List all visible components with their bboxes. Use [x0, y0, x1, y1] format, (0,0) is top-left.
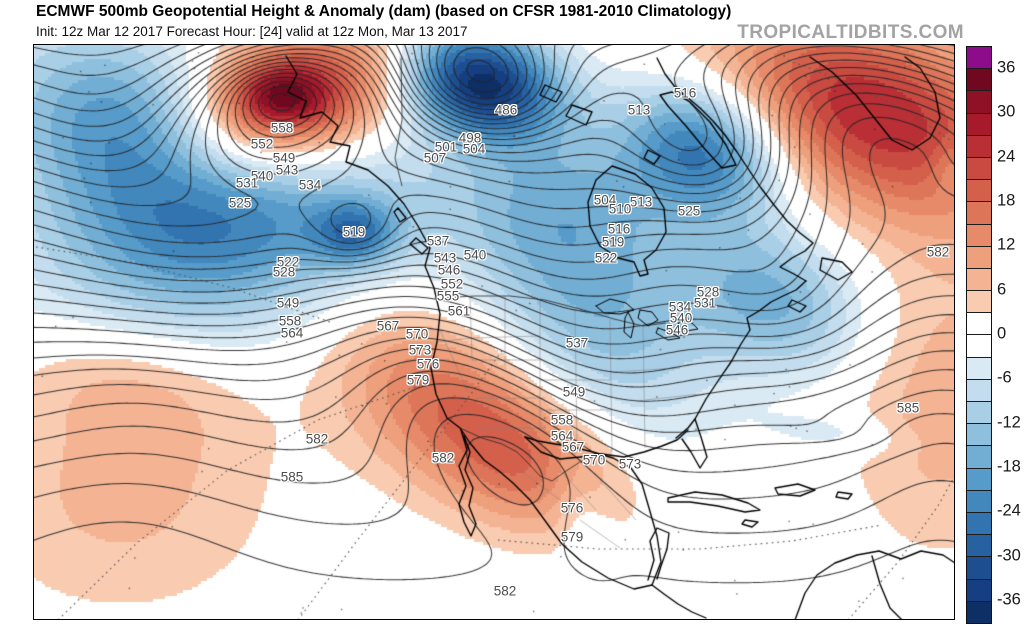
- colorbar-segment: [967, 312, 991, 335]
- tropicaltidbits-watermark: TROPICALTIDBITS.COM: [737, 22, 964, 43]
- colorbar-segment: [967, 201, 991, 224]
- colorbar-tick: -12: [997, 413, 1021, 432]
- colorbar-segment: [967, 534, 991, 557]
- colorbar-segment: [967, 267, 991, 291]
- colorbar-segment: [967, 356, 991, 379]
- colorbar-segment: [967, 134, 991, 157]
- colorbar-tick: 30: [997, 102, 1016, 121]
- colorbar-segment: [967, 68, 991, 91]
- colorbar-segment: [967, 378, 991, 401]
- colorbar-tick: 6: [997, 280, 1007, 299]
- colorbar-segment: [967, 223, 991, 246]
- colorbar-segment: [967, 423, 991, 446]
- colorbar-segment: [967, 600, 991, 623]
- colorbar-tick: -30: [997, 546, 1021, 565]
- colorbar-segment: [967, 489, 991, 512]
- colorbar-tick: 0: [997, 324, 1007, 343]
- colorbar-tick: 36: [997, 58, 1016, 77]
- colorbar-segment: [967, 112, 991, 135]
- anomaly-colorbar: [966, 46, 992, 624]
- colorbar-segment: [967, 290, 991, 313]
- colorbar-segment: [967, 334, 991, 357]
- colorbar-segment: [967, 467, 991, 490]
- colorbar-segment: [967, 556, 991, 579]
- colorbar-segment: [967, 511, 991, 535]
- map-area: [33, 44, 955, 620]
- page-title: ECMWF 500mb Geopotential Height & Anomal…: [36, 3, 732, 20]
- colorbar-segment: [967, 47, 991, 69]
- colorbar-segment: [967, 90, 991, 113]
- colorbar-segment: [967, 578, 991, 601]
- geopotential-height-anomaly-map: [33, 44, 955, 620]
- colorbar-tick: -6: [997, 368, 1012, 387]
- colorbar-tick: 12: [997, 235, 1016, 254]
- colorbar-tick: 24: [997, 147, 1016, 166]
- colorbar-segment: [967, 245, 991, 268]
- colorbar-segment: [967, 401, 991, 424]
- init-forecast-line: Init: 12z Mar 12 2017 Forecast Hour: [24…: [36, 24, 468, 39]
- colorbar-tick: -36: [997, 590, 1021, 609]
- colorbar-segment: [967, 156, 991, 180]
- colorbar-segment: [967, 179, 991, 202]
- colorbar-tick: -24: [997, 501, 1021, 520]
- colorbar-segment: [967, 445, 991, 468]
- colorbar-tick: 18: [997, 191, 1016, 210]
- colorbar-tick: -18: [997, 457, 1021, 476]
